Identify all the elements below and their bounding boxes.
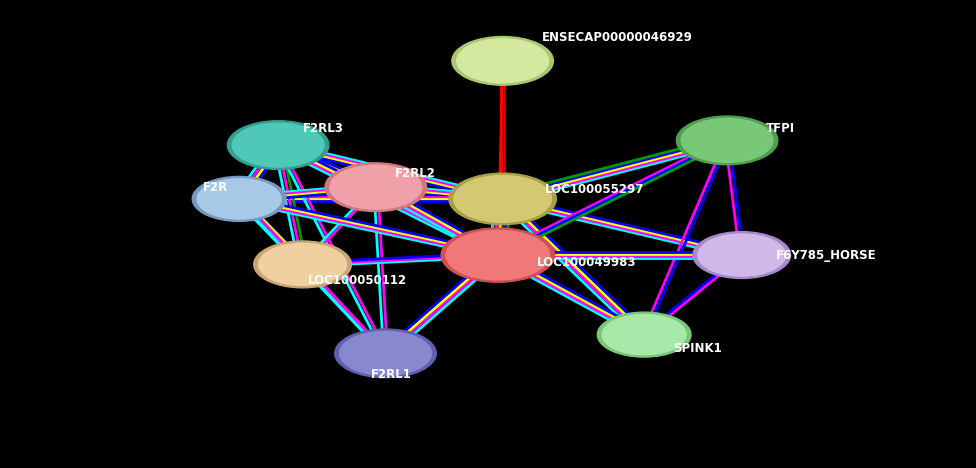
Circle shape <box>335 329 436 378</box>
Text: F6Y785_HORSE: F6Y785_HORSE <box>776 249 876 262</box>
Circle shape <box>693 232 791 278</box>
Circle shape <box>254 241 351 288</box>
Circle shape <box>204 182 274 216</box>
Circle shape <box>259 243 346 285</box>
Circle shape <box>464 42 542 80</box>
Circle shape <box>602 314 686 355</box>
Circle shape <box>597 312 691 357</box>
Circle shape <box>681 118 773 162</box>
Circle shape <box>698 234 786 276</box>
Circle shape <box>232 123 324 167</box>
Text: F2RL1: F2RL1 <box>371 368 412 381</box>
Text: F2R: F2R <box>203 181 228 194</box>
Circle shape <box>688 122 766 159</box>
Circle shape <box>337 168 415 206</box>
Circle shape <box>340 331 431 375</box>
Circle shape <box>265 247 340 282</box>
Circle shape <box>454 176 551 222</box>
Circle shape <box>453 234 543 277</box>
Text: F2RL3: F2RL3 <box>303 122 344 135</box>
Circle shape <box>325 163 427 212</box>
Text: LOC100050112: LOC100050112 <box>307 274 407 287</box>
Circle shape <box>441 228 554 282</box>
Circle shape <box>449 173 556 225</box>
Circle shape <box>457 39 549 83</box>
Circle shape <box>676 116 778 165</box>
Circle shape <box>346 335 425 372</box>
Circle shape <box>197 179 281 219</box>
Text: F2RL2: F2RL2 <box>395 167 436 180</box>
Circle shape <box>330 165 422 209</box>
Circle shape <box>705 237 779 273</box>
Circle shape <box>446 230 549 280</box>
Text: ENSECAP00000046929: ENSECAP00000046929 <box>542 31 693 44</box>
Circle shape <box>461 179 545 219</box>
Text: SPINK1: SPINK1 <box>673 342 722 355</box>
Circle shape <box>609 318 679 351</box>
Text: LOC100055297: LOC100055297 <box>545 183 644 196</box>
Circle shape <box>452 37 553 85</box>
Text: LOC100049983: LOC100049983 <box>537 256 636 269</box>
Text: TFPI: TFPI <box>766 122 795 135</box>
Circle shape <box>227 121 329 169</box>
Circle shape <box>239 126 317 164</box>
Circle shape <box>192 176 286 221</box>
